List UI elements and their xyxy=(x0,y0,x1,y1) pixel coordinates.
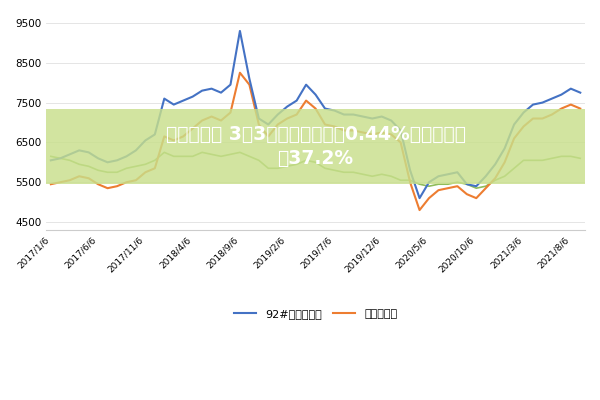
92#汽油批发价 xyxy=(76,148,83,153)
柴油批发价 xyxy=(425,196,433,200)
92#汽油批发价 xyxy=(189,94,196,99)
柴油批发价 xyxy=(435,188,442,192)
Line: 92#汽油批发价: 92#汽油批发价 xyxy=(51,31,580,198)
柴油批发价 xyxy=(416,208,423,212)
柴油批发价 xyxy=(577,106,584,111)
Bar xyxy=(46,108,585,184)
92#汽油批发价 xyxy=(66,152,73,157)
92#汽油批发价 xyxy=(425,180,433,185)
柴油批发价 xyxy=(66,178,73,183)
Line: 柴油批发价: 柴油批发价 xyxy=(51,73,580,210)
Legend: 92#汽油批发价, 柴油批发价: 92#汽油批发价, 柴油批发价 xyxy=(230,304,401,323)
柴油批发价 xyxy=(236,70,244,75)
柴油批发价 xyxy=(284,116,291,121)
柴油批发价 xyxy=(76,174,83,179)
92#汽油批发价 xyxy=(577,90,584,95)
柴油批发价 xyxy=(47,182,55,187)
柴油批发价 xyxy=(189,126,196,131)
92#汽油批发价 xyxy=(47,158,55,163)
92#汽油批发价 xyxy=(284,104,291,109)
Text: 配资实盘网 3月3日文科转债下跌0.44%，转股溢价
率37.2%: 配资实盘网 3月3日文科转债下跌0.44%，转股溢价 率37.2% xyxy=(166,125,466,168)
92#汽油批发价 xyxy=(435,174,442,179)
92#汽油批发价 xyxy=(236,28,244,33)
92#汽油批发价 xyxy=(416,196,423,200)
